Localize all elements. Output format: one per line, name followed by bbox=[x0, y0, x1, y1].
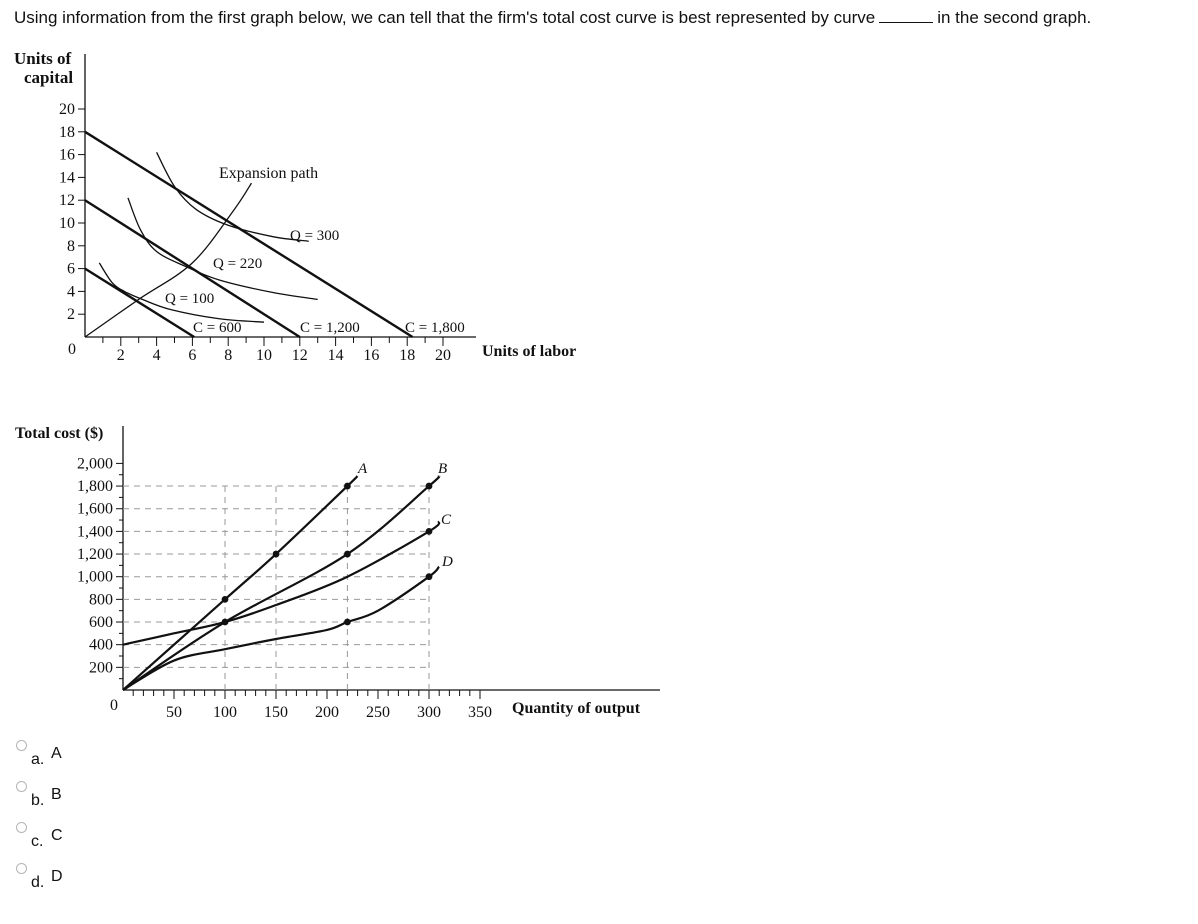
graph2-y-tick-label: 600 bbox=[89, 614, 113, 631]
graph1-y-tick-label: 18 bbox=[59, 124, 75, 141]
series-c-600 bbox=[84, 267, 195, 339]
graph2-origin: 0 bbox=[110, 697, 118, 714]
series-c bbox=[122, 520, 441, 646]
expansion-path-label: Expansion path bbox=[219, 165, 318, 182]
question-text-after: in the second graph. bbox=[937, 8, 1092, 27]
series-q-100 bbox=[98, 262, 265, 323]
graph1-xlabel: Units of labor bbox=[482, 343, 576, 360]
option-a-letter: a. bbox=[31, 751, 45, 768]
graph2-x-tick-label: 150 bbox=[264, 704, 288, 721]
answer-options: a. A b. B c. C d. D bbox=[16, 740, 136, 904]
series-d bbox=[122, 565, 440, 691]
option-a-text: A bbox=[51, 745, 62, 762]
data-point bbox=[221, 618, 229, 626]
isocost-label-c1800: C = 1,800 bbox=[405, 320, 465, 336]
graph1-x-tick-label: 8 bbox=[224, 347, 232, 364]
graph1-y-tick-label: 4 bbox=[67, 283, 75, 300]
graph2-xlabel: Quantity of output bbox=[512, 700, 641, 717]
curve-label-a: A bbox=[357, 461, 368, 477]
graph2-x-tick-label: 50 bbox=[166, 704, 182, 721]
series-b bbox=[122, 475, 441, 691]
isocost-label-c1200: C = 1,200 bbox=[300, 320, 360, 336]
graph1-ylabel-line2: capital bbox=[24, 68, 73, 87]
graph2-x-tick-label: 350 bbox=[468, 704, 492, 721]
option-c[interactable]: c. C bbox=[16, 822, 136, 863]
graph1-y-tick-label: 16 bbox=[59, 147, 75, 164]
graph1-y-tick-label: 20 bbox=[59, 101, 75, 118]
option-d[interactable]: d. D bbox=[16, 863, 136, 904]
graph1-x-tick-label: 4 bbox=[153, 347, 161, 364]
data-point bbox=[221, 595, 229, 603]
graph1-y-tick-label: 6 bbox=[67, 261, 75, 278]
option-c-letter: c. bbox=[31, 833, 44, 850]
graph1-x-tick-label: 14 bbox=[328, 347, 344, 364]
graph2-y-tick-label: 400 bbox=[89, 637, 113, 654]
option-b-letter: b. bbox=[31, 792, 45, 809]
question-text-before: Using information from the first graph b… bbox=[14, 8, 876, 27]
graph1-origin: 0 bbox=[68, 341, 76, 358]
graph2-x-tick-label: 300 bbox=[417, 704, 441, 721]
isoquant-graph: Units of capital Units of labor 0 2 4 6 8 10… bbox=[14, 49, 576, 364]
graph1-x-tick-label: 16 bbox=[363, 347, 379, 364]
radio-c[interactable] bbox=[16, 822, 27, 833]
graph1-y-tick-label: 8 bbox=[67, 238, 75, 255]
graph1-y-tick-label: 2 bbox=[67, 306, 75, 323]
graph2-y-tick-label: 800 bbox=[89, 591, 113, 608]
graph1-y-tick-label: 12 bbox=[59, 192, 75, 209]
isocost-label-c600: C = 600 bbox=[193, 320, 241, 336]
graph2-y-tick-label: 1,800 bbox=[77, 478, 113, 495]
radio-d[interactable] bbox=[16, 863, 27, 874]
series-expansion-path bbox=[84, 182, 253, 338]
question-text: Using information from the first graph b… bbox=[14, 8, 1091, 28]
graph2-y-tick-label: 2,000 bbox=[77, 455, 113, 472]
option-c-text: C bbox=[51, 827, 63, 844]
data-point bbox=[344, 550, 351, 558]
graph1-x-tick-label: 12 bbox=[292, 347, 308, 364]
radio-b[interactable] bbox=[16, 781, 27, 792]
option-d-text: D bbox=[51, 868, 63, 885]
isoquant-label-q220: Q = 220 bbox=[213, 256, 262, 272]
graph2-x-tick-label: 250 bbox=[366, 704, 390, 721]
graph2-y-tick-label: 1,200 bbox=[77, 546, 113, 563]
option-d-letter: d. bbox=[31, 874, 45, 891]
curve-label-d: D bbox=[441, 554, 453, 570]
graph1-y-tick-label: 10 bbox=[59, 215, 75, 232]
graph2-y-tick-label: 1,600 bbox=[77, 501, 113, 518]
graph2-x-tick-label: 200 bbox=[315, 704, 339, 721]
graph1-y-tick-label: 14 bbox=[59, 169, 75, 186]
graph2-y-tick-label: 1,000 bbox=[77, 569, 113, 586]
option-b[interactable]: b. B bbox=[16, 781, 136, 822]
option-a[interactable]: a. A bbox=[16, 740, 136, 781]
graph1-x-tick-label: 2 bbox=[117, 347, 125, 364]
graph1-x-tick-label: 10 bbox=[256, 347, 272, 364]
answer-blank bbox=[879, 8, 934, 23]
graph2-y-tick-label: 200 bbox=[89, 659, 113, 676]
graph1-x-tick-label: 6 bbox=[188, 347, 196, 364]
data-point bbox=[344, 618, 351, 626]
data-point bbox=[344, 482, 351, 490]
series-c-1-800 bbox=[84, 130, 414, 339]
data-point bbox=[272, 550, 280, 558]
radio-a[interactable] bbox=[16, 740, 27, 751]
data-point bbox=[425, 527, 433, 535]
total-cost-graph: Total cost ($) Quantity of output 0 50 10… bbox=[15, 425, 660, 721]
graph2-y-tick-label: 1,400 bbox=[77, 523, 113, 540]
isoquant-label-q300: Q = 300 bbox=[290, 228, 339, 244]
curve-label-c: C bbox=[441, 512, 452, 528]
series-q-220 bbox=[127, 197, 318, 301]
graph1-x-tick-label: 20 bbox=[435, 347, 451, 364]
data-point bbox=[425, 573, 433, 581]
data-point bbox=[425, 482, 433, 490]
graph1-ylabel-line1: Units of bbox=[14, 49, 71, 68]
curve-label-b: B bbox=[438, 461, 447, 477]
series-c-1-200 bbox=[84, 199, 301, 339]
graph2-x-tick-label: 100 bbox=[213, 704, 237, 721]
option-b-text: B bbox=[51, 786, 62, 803]
graph2-ylabel: Total cost ($) bbox=[15, 425, 103, 442]
series-a bbox=[122, 475, 359, 691]
series-q-300 bbox=[156, 152, 309, 242]
isoquant-label-q100: Q = 100 bbox=[165, 291, 214, 307]
graph1-x-tick-label: 18 bbox=[399, 347, 415, 364]
